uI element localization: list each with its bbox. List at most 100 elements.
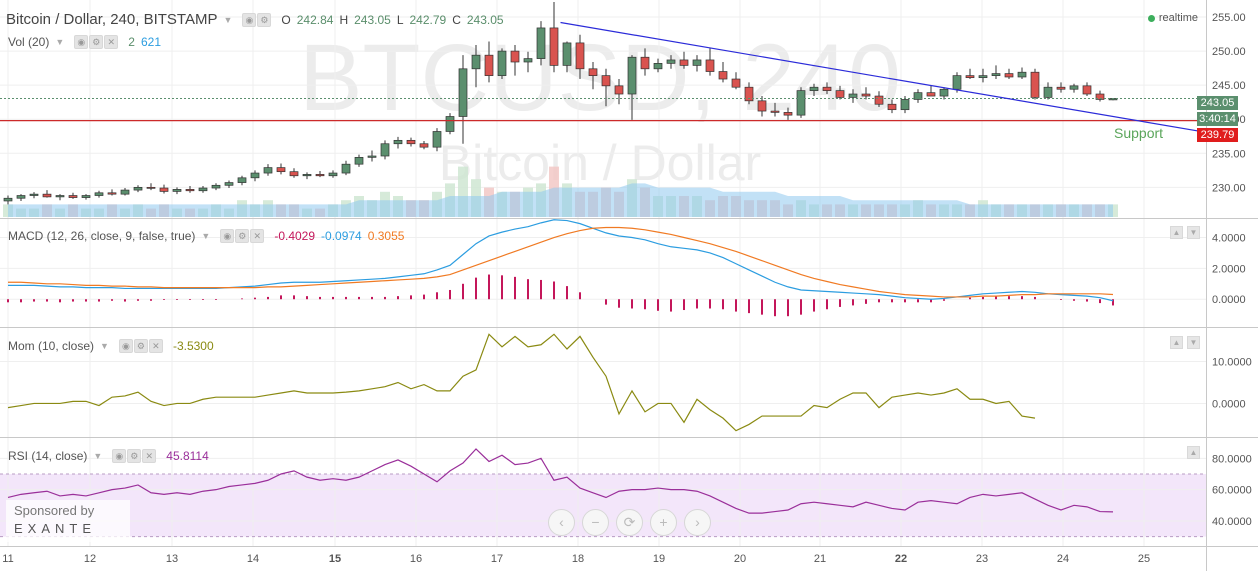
candle-body	[328, 172, 338, 177]
reset-button[interactable]: ⟳	[616, 509, 643, 536]
candle-body	[341, 163, 351, 174]
candle-body	[1017, 71, 1027, 78]
close-icon[interactable]: ✕	[250, 229, 265, 243]
candle-body	[978, 75, 988, 79]
candle-body	[718, 71, 728, 80]
eye-icon[interactable]: ◉	[242, 12, 257, 27]
mom-legend: Mom (10, close) ▼ ◉ ⚙ ✕ -3.5300	[8, 339, 214, 353]
candle-body	[224, 182, 234, 186]
candle-body	[497, 50, 507, 76]
candle-body	[640, 56, 650, 70]
gear-icon[interactable]: ⚙	[89, 35, 104, 49]
chevron-down-icon[interactable]: ▼	[201, 231, 211, 241]
eye-icon[interactable]: ◉	[74, 35, 89, 49]
macd-title[interactable]: MACD (12, 26, close, 9, false, true)	[8, 229, 196, 243]
chevron-down-icon[interactable]: ▼	[55, 37, 65, 47]
candle-body	[653, 63, 663, 70]
sponsor-logo: EXANTE	[14, 521, 97, 536]
time-axis-label: 21	[814, 553, 826, 565]
chevron-down-icon[interactable]: ▼	[223, 14, 233, 25]
open-value: 242.84	[296, 12, 334, 27]
zoom-in-button[interactable]: +	[650, 509, 677, 536]
candle-body	[354, 157, 364, 165]
sponsor-caption: Sponsored by	[14, 503, 95, 518]
watermark-symbol: BTCUSD, 240	[299, 25, 901, 131]
candle-body	[1004, 73, 1014, 78]
main-legend: Bitcoin / Dollar, 240, BITSTAMP ▼ ◉ ⚙ O 24…	[6, 11, 504, 28]
pane-up-icon[interactable]: ▲	[1187, 446, 1200, 459]
candle-body	[614, 85, 624, 95]
candle-body	[822, 86, 832, 91]
scroll-left-button[interactable]: ‹	[548, 509, 575, 536]
rsi-value: 45.8114	[166, 449, 209, 463]
volume-series	[3, 166, 1118, 217]
eye-icon[interactable]: ◉	[118, 339, 133, 353]
pane-up-icon[interactable]: ▲	[1170, 226, 1183, 239]
candle-body	[393, 139, 403, 145]
time-axis-label: 20	[734, 553, 746, 565]
realtime-label: realtime	[1158, 12, 1198, 24]
pane-down-icon[interactable]: ▼	[1187, 336, 1200, 349]
volume-ma-area	[8, 183, 1113, 217]
zoom-out-button[interactable]: −	[582, 509, 609, 536]
legend-controls: ◉ ⚙ ✕	[74, 35, 119, 49]
legend-controls: ◉ ⚙ ✕	[118, 339, 163, 353]
gear-icon[interactable]: ⚙	[235, 229, 250, 243]
close-icon[interactable]: ✕	[142, 449, 157, 463]
pane-down-icon[interactable]: ▼	[1187, 226, 1200, 239]
eye-icon[interactable]: ◉	[112, 449, 127, 463]
macd-signal-line	[8, 226, 1114, 298]
time-axis-label: 15	[329, 553, 341, 565]
chevron-down-icon[interactable]: ▼	[93, 451, 103, 461]
candle-body	[523, 58, 533, 63]
candle-body	[510, 50, 520, 63]
candle-body	[1069, 85, 1079, 90]
gear-icon[interactable]: ⚙	[133, 339, 148, 353]
volume-legend: Vol (20) ▼ ◉ ⚙ ✕ 2 621	[8, 35, 161, 49]
time-axis-label: 22	[895, 553, 907, 565]
gear-icon[interactable]: ⚙	[257, 12, 272, 27]
scroll-right-button[interactable]: ›	[684, 509, 711, 536]
price-axis-label: 230.00	[1212, 182, 1246, 194]
sponsor-box[interactable]: Sponsored by EXANTE	[6, 500, 130, 542]
volume-title[interactable]: Vol (20)	[8, 35, 50, 49]
candle-body	[432, 131, 442, 148]
macd-line	[8, 219, 1114, 302]
macd-hist-value: -0.4029	[274, 229, 316, 243]
candle-body	[276, 167, 286, 173]
pane-up-icon[interactable]: ▲	[1170, 336, 1183, 349]
gear-icon[interactable]: ⚙	[127, 449, 142, 463]
candle-body	[1030, 71, 1040, 98]
candle-body	[185, 189, 195, 192]
candle-body	[562, 42, 572, 66]
candle-body	[601, 75, 611, 87]
mom-title[interactable]: Mom (10, close)	[8, 339, 95, 353]
countdown-tag: 3:40:14	[1197, 112, 1238, 126]
candle-body	[952, 75, 962, 90]
close-value: 243.05	[466, 12, 504, 27]
symbol-title[interactable]: Bitcoin / Dollar, 240, BITSTAMP	[6, 11, 218, 28]
close-icon[interactable]: ✕	[148, 339, 163, 353]
candle-body	[107, 192, 117, 195]
indicator-series	[7, 219, 1114, 514]
chevron-down-icon[interactable]: ▼	[100, 341, 109, 351]
rsi-axis-label: 80.0000	[1212, 453, 1252, 465]
candle-body	[666, 59, 676, 64]
candle-body	[380, 143, 390, 157]
time-axis-label: 24	[1057, 553, 1069, 565]
candle-body	[68, 195, 78, 198]
support-label[interactable]: Support	[1114, 125, 1163, 141]
candle-body	[796, 90, 806, 116]
candle-body	[731, 78, 741, 88]
macd-axis-label: 4.0000	[1212, 233, 1246, 245]
time-axis-label: 17	[491, 553, 503, 565]
rsi-title[interactable]: RSI (14, close)	[8, 449, 88, 463]
macd-axis-label: 2.0000	[1212, 263, 1246, 275]
time-axis-label: 23	[976, 553, 988, 565]
candle-body	[627, 56, 637, 95]
candle-body	[159, 187, 169, 192]
close-icon[interactable]: ✕	[104, 35, 119, 49]
eye-icon[interactable]: ◉	[220, 229, 235, 243]
candle-body	[94, 192, 104, 196]
